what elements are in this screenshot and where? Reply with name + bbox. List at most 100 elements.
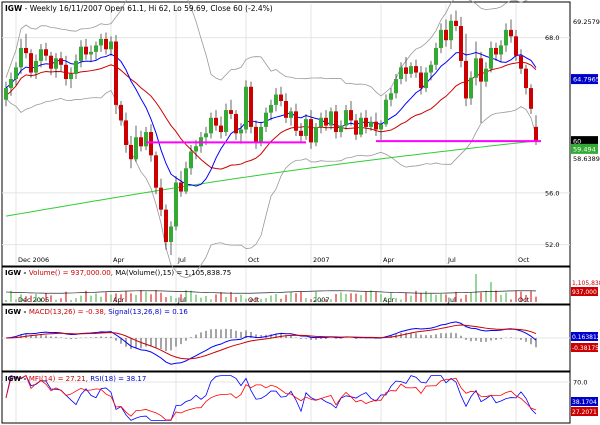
candle-body — [54, 58, 58, 69]
candle-body — [394, 79, 398, 94]
volume-x-label: Apr — [383, 296, 395, 304]
candle-body — [99, 38, 103, 46]
price-x-label: 2007 — [313, 256, 330, 264]
rsi-area: 70.0 38.1704 27.2071 — [2, 375, 598, 421]
candle-body — [454, 20, 458, 26]
price-candle — [219, 116, 223, 139]
candle-body — [464, 60, 468, 99]
candle-body — [524, 68, 528, 89]
candle-body — [29, 53, 33, 73]
candle-body — [354, 120, 358, 135]
price-candle — [294, 103, 298, 136]
volume-x-label: Jul — [447, 296, 456, 304]
candle-body — [429, 64, 433, 73]
candle-body — [444, 29, 448, 41]
candle-body — [219, 125, 223, 133]
price-candle — [319, 112, 323, 134]
candle-body — [124, 120, 128, 145]
candle-body — [169, 226, 173, 243]
candle-body — [189, 151, 193, 169]
candle-body — [529, 88, 533, 109]
price-candle — [449, 14, 453, 50]
price-candle — [499, 40, 503, 63]
candle-body — [479, 58, 483, 82]
candle-body — [319, 117, 323, 127]
price-panel-frame — [1, 1, 571, 267]
price-right-label-bg — [571, 136, 598, 147]
candle-body — [404, 67, 408, 74]
price-candle — [534, 115, 538, 145]
candle-body — [499, 45, 503, 55]
price-candle — [364, 110, 368, 134]
price-x-label: Oct — [248, 256, 260, 264]
price-candle — [99, 33, 103, 52]
price-x-label: Jul — [447, 256, 456, 264]
price-candle — [374, 112, 378, 136]
price-candle — [429, 60, 433, 81]
price-candle — [69, 67, 73, 89]
price-candle — [49, 51, 53, 76]
price-candle — [244, 80, 248, 134]
price-candle — [359, 112, 363, 138]
price-x-label: Dec 2006 — [18, 256, 49, 264]
candle-body — [109, 41, 113, 50]
price-candles — [4, 10, 538, 255]
price-candle — [394, 73, 398, 99]
candle-body — [334, 111, 338, 133]
macd-legend-macd: MACD(13,26) = -0.38, — [29, 308, 106, 316]
volume-right-label-bg — [571, 287, 598, 296]
candle-body — [299, 130, 303, 136]
price-candle — [179, 170, 183, 197]
long-ma-line — [5, 140, 537, 217]
volume-right-label: 1,105,838 — [572, 280, 600, 287]
candle-body — [279, 94, 283, 102]
price-right-label-bg — [571, 74, 598, 85]
candle-body — [304, 119, 308, 136]
price-candle — [229, 99, 233, 120]
volume-x-label: Apr — [113, 296, 125, 304]
candle-body — [339, 125, 343, 133]
price-candle — [54, 53, 58, 78]
price-candle — [494, 42, 498, 61]
volume-x-label: Dec 2006 — [18, 296, 49, 304]
candle-body — [349, 110, 353, 121]
candle-body — [179, 182, 183, 192]
price-candle — [304, 113, 308, 140]
price-y-label: 56.0 — [545, 189, 559, 197]
price-candle — [169, 221, 173, 255]
macd-right-label: -0.381754 — [572, 345, 600, 352]
candle-body — [74, 60, 78, 74]
price-candle — [409, 62, 413, 78]
rsi-right-label: 38.1704 — [572, 399, 597, 406]
candle-body — [24, 47, 28, 54]
price-x-label: Oct — [518, 256, 530, 264]
price-candle — [269, 99, 273, 121]
header-text: - Weekly 16/11/2007 Open 61.1, Hi 62, Lo… — [25, 4, 273, 13]
price-candle — [189, 144, 193, 175]
price-right-label: 64.7965 — [573, 76, 600, 84]
candle-body — [209, 117, 213, 134]
price-right-label-bg — [571, 143, 598, 154]
price-candle — [524, 64, 528, 95]
price-candle — [34, 54, 38, 80]
price-candle — [154, 151, 158, 195]
candle-body — [229, 110, 233, 114]
candle-body — [134, 137, 138, 160]
price-right-label: 60 — [573, 138, 581, 146]
price-candle — [79, 40, 83, 68]
candle-body — [449, 20, 453, 41]
price-y-label: 68.0 — [545, 34, 559, 42]
price-candle — [94, 41, 98, 60]
price-candle — [104, 32, 108, 55]
candle-body — [419, 72, 423, 89]
candle-body — [19, 47, 23, 68]
candle-body — [369, 121, 373, 127]
candle-body — [274, 94, 278, 105]
macd-right-label-bg — [571, 332, 598, 341]
price-candle — [174, 176, 178, 231]
price-candle — [464, 33, 468, 107]
price-candle — [284, 93, 288, 124]
candle-body — [79, 46, 83, 61]
price-candle — [384, 94, 388, 127]
